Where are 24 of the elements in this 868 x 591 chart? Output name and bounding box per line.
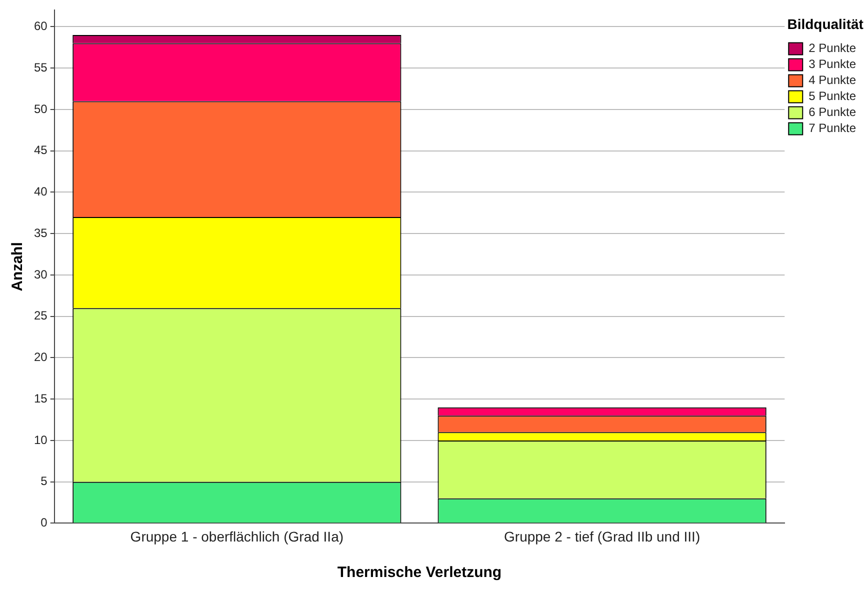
x-axis-title: Thermische Verletzung bbox=[337, 564, 502, 582]
legend-label: 3 Punkte bbox=[808, 57, 856, 72]
y-tick-label: 25 bbox=[34, 308, 48, 323]
legend-label: 5 Punkte bbox=[808, 89, 856, 104]
y-tick-label: 15 bbox=[34, 391, 48, 406]
y-tick-label: 50 bbox=[34, 102, 48, 116]
x-tick-label: Gruppe 1 - oberflächlich (Grad IIa) bbox=[130, 528, 344, 544]
y-tick-label: 45 bbox=[34, 143, 48, 158]
y-tick-label: 40 bbox=[34, 184, 48, 199]
legend-label: 7 Punkte bbox=[808, 121, 856, 136]
y-tick-label: 35 bbox=[34, 226, 48, 240]
y-axis-title: Anzahl bbox=[9, 242, 26, 292]
y-tick-label: 20 bbox=[34, 350, 48, 364]
legend-title: Bildqualität bbox=[787, 16, 864, 32]
y-tick-label: 30 bbox=[34, 267, 48, 282]
legend-label: 6 Punkte bbox=[808, 105, 856, 120]
y-tick-label: 10 bbox=[34, 432, 48, 447]
y-tick-label: 60 bbox=[34, 19, 48, 34]
legend-label: 2 Punkte bbox=[808, 41, 856, 56]
y-tick-label: 0 bbox=[40, 516, 48, 530]
x-tick-label: Gruppe 2 - tief (Grad IIb und III) bbox=[504, 528, 700, 544]
y-tick-label: 55 bbox=[34, 60, 48, 74]
y-tick-label: 5 bbox=[40, 474, 48, 488]
legend-label: 4 Punkte bbox=[808, 73, 856, 88]
